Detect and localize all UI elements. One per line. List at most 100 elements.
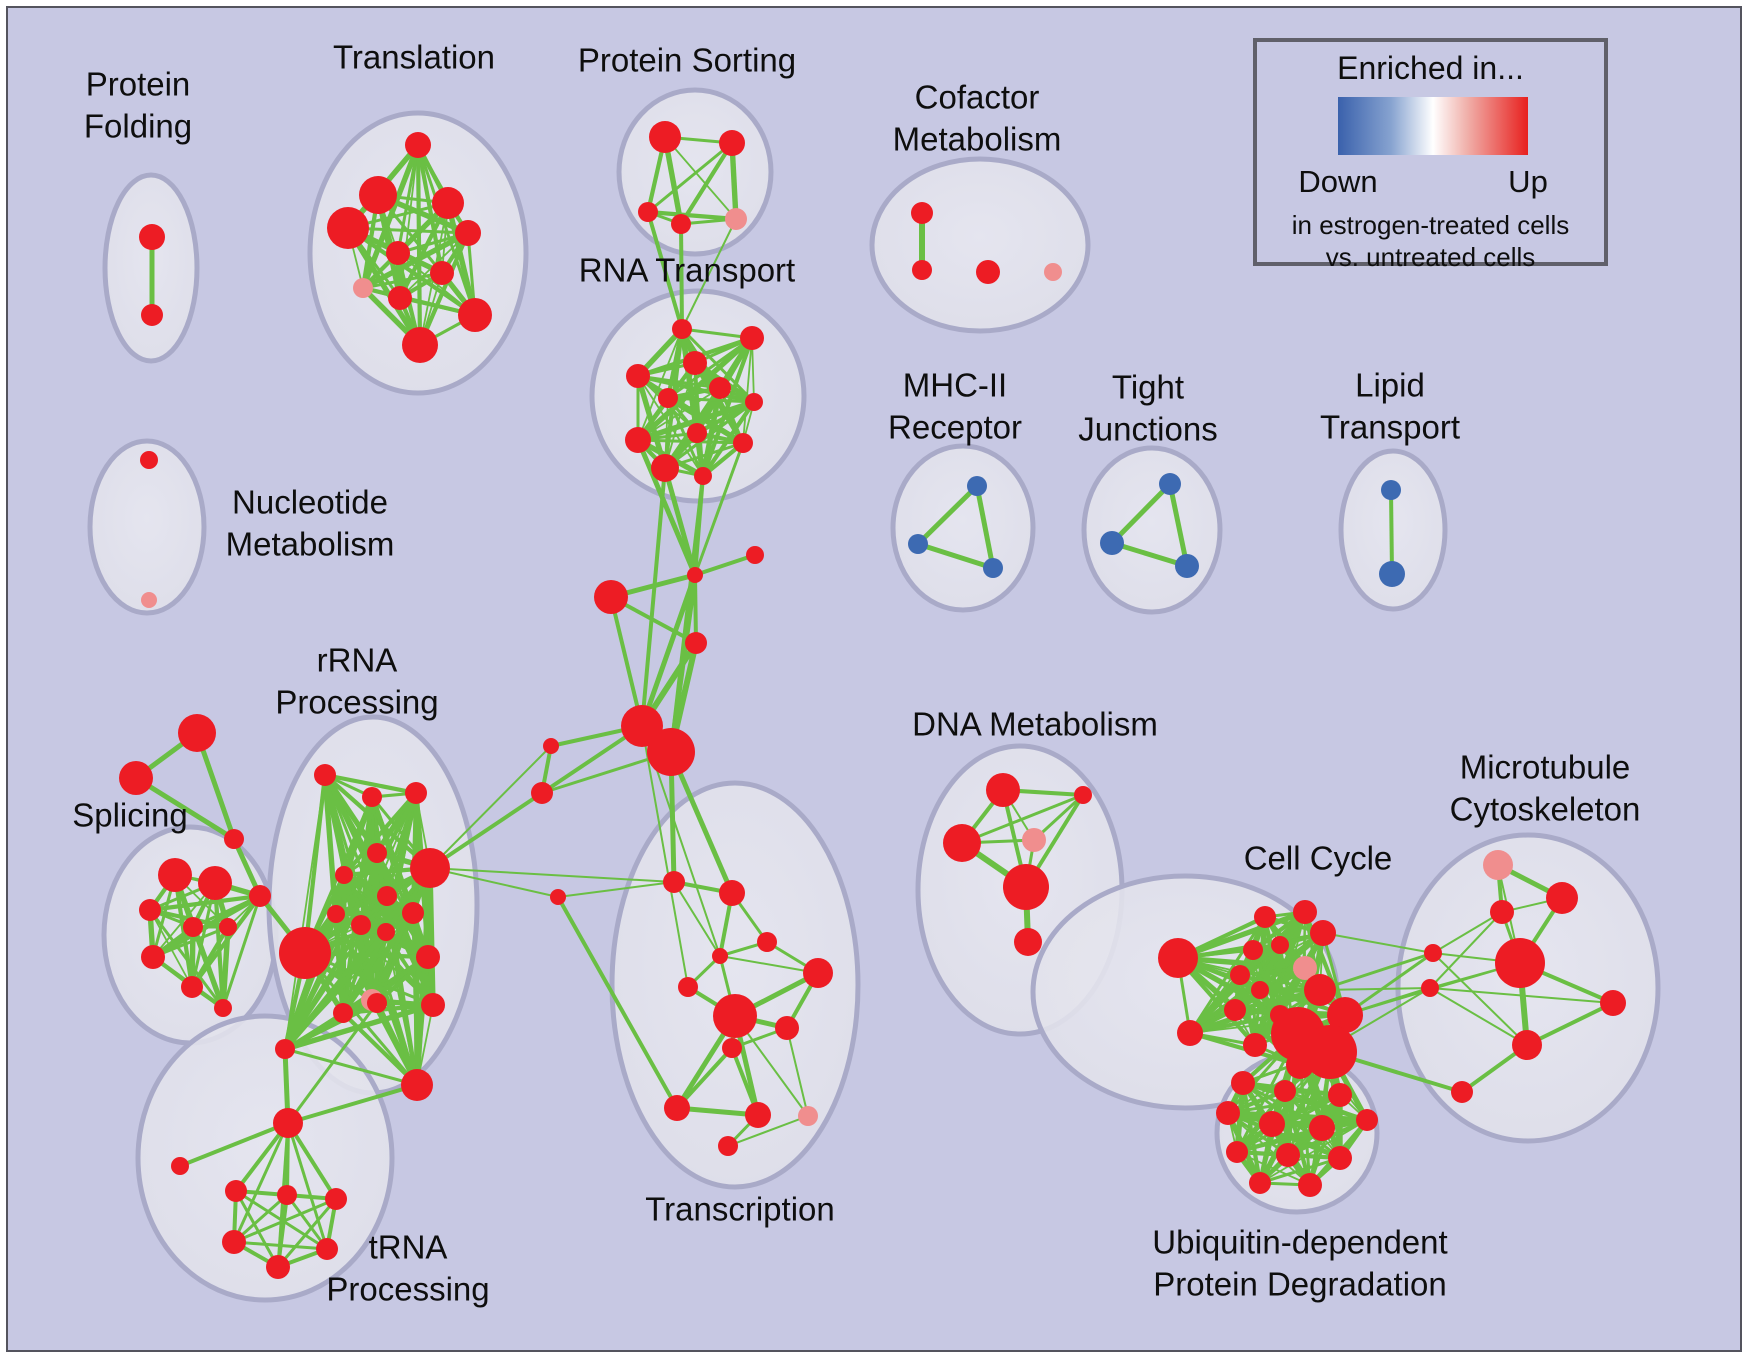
network-node[interactable] (803, 958, 833, 988)
network-node[interactable] (430, 261, 454, 285)
network-node[interactable] (402, 902, 424, 924)
network-node[interactable] (647, 728, 695, 776)
network-node[interactable] (594, 580, 628, 614)
network-node[interactable] (405, 782, 427, 804)
network-node[interactable] (416, 945, 440, 969)
network-node[interactable] (327, 905, 345, 923)
network-node[interactable] (550, 889, 566, 905)
network-node[interactable] (1158, 938, 1198, 978)
network-node[interactable] (1226, 1141, 1248, 1163)
network-node[interactable] (402, 327, 438, 363)
network-node[interactable] (1328, 1146, 1352, 1170)
network-node[interactable] (158, 858, 192, 892)
network-node[interactable] (1451, 1081, 1473, 1103)
network-node[interactable] (316, 1238, 338, 1260)
network-node[interactable] (663, 871, 685, 893)
network-node[interactable] (986, 773, 1020, 807)
network-node[interactable] (908, 534, 928, 554)
network-node[interactable] (911, 202, 933, 224)
network-node[interactable] (649, 121, 681, 153)
network-node[interactable] (405, 132, 431, 158)
network-node[interactable] (359, 176, 397, 214)
network-node[interactable] (638, 202, 658, 222)
network-node[interactable] (219, 918, 237, 936)
network-node[interactable] (458, 298, 492, 332)
network-node[interactable] (266, 1255, 290, 1279)
network-node[interactable] (1293, 900, 1317, 924)
network-node[interactable] (1512, 1030, 1542, 1060)
network-node[interactable] (757, 932, 777, 952)
network-node[interactable] (626, 364, 650, 388)
network-node[interactable] (119, 761, 153, 795)
network-node[interactable] (1074, 786, 1092, 804)
network-node[interactable] (725, 208, 747, 230)
network-node[interactable] (225, 1180, 247, 1202)
network-node[interactable] (1259, 1111, 1285, 1137)
network-node[interactable] (141, 304, 163, 326)
network-node[interactable] (1175, 554, 1199, 578)
network-node[interactable] (279, 927, 331, 979)
network-node[interactable] (222, 1230, 246, 1254)
network-node[interactable] (745, 393, 763, 411)
network-node[interactable] (314, 764, 336, 786)
network-node[interactable] (1224, 999, 1246, 1021)
network-node[interactable] (362, 787, 382, 807)
network-node[interactable] (377, 886, 397, 906)
network-node[interactable] (367, 843, 387, 863)
network-node[interactable] (943, 824, 981, 862)
network-node[interactable] (1216, 1101, 1240, 1125)
network-node[interactable] (388, 286, 412, 310)
network-node[interactable] (178, 714, 216, 752)
network-node[interactable] (1177, 1020, 1203, 1046)
network-node[interactable] (1379, 561, 1405, 587)
network-node[interactable] (224, 829, 244, 849)
network-node[interactable] (183, 917, 203, 937)
network-node[interactable] (543, 738, 559, 754)
network-node[interactable] (983, 558, 1003, 578)
network-node[interactable] (671, 214, 691, 234)
network-node[interactable] (683, 351, 707, 375)
network-node[interactable] (1600, 990, 1626, 1016)
network-node[interactable] (1309, 1115, 1335, 1141)
network-node[interactable] (687, 567, 703, 583)
network-node[interactable] (386, 241, 410, 265)
network-node[interactable] (1303, 1025, 1357, 1079)
network-node[interactable] (327, 207, 369, 249)
network-node[interactable] (1381, 480, 1401, 500)
network-node[interactable] (432, 187, 464, 219)
network-node[interactable] (1490, 900, 1514, 924)
network-node[interactable] (1243, 940, 1263, 960)
network-node[interactable] (141, 945, 165, 969)
network-node[interactable] (664, 1095, 690, 1121)
network-node[interactable] (740, 326, 764, 350)
network-node[interactable] (1274, 1080, 1296, 1102)
network-node[interactable] (367, 993, 387, 1013)
network-node[interactable] (1044, 263, 1062, 281)
network-node[interactable] (140, 451, 158, 469)
network-node[interactable] (1293, 956, 1317, 980)
network-node[interactable] (1298, 1173, 1322, 1197)
network-node[interactable] (658, 388, 678, 408)
network-node[interactable] (1231, 1071, 1255, 1095)
network-node[interactable] (1230, 965, 1250, 985)
network-node[interactable] (171, 1157, 189, 1175)
network-node[interactable] (275, 1039, 295, 1059)
network-node[interactable] (421, 993, 445, 1017)
network-node[interactable] (651, 454, 679, 482)
network-node[interactable] (746, 546, 764, 564)
network-node[interactable] (798, 1106, 818, 1126)
network-node[interactable] (335, 866, 353, 884)
network-node[interactable] (214, 999, 232, 1017)
network-node[interactable] (1356, 1109, 1378, 1131)
network-node[interactable] (1328, 1083, 1352, 1107)
network-node[interactable] (745, 1102, 771, 1128)
network-node[interactable] (718, 1136, 738, 1156)
network-node[interactable] (733, 433, 753, 453)
network-node[interactable] (967, 476, 987, 496)
network-node[interactable] (1271, 936, 1289, 954)
network-node[interactable] (672, 319, 692, 339)
network-node[interactable] (1495, 938, 1545, 988)
network-node[interactable] (351, 915, 371, 935)
network-node[interactable] (685, 632, 707, 654)
network-node[interactable] (139, 224, 165, 250)
